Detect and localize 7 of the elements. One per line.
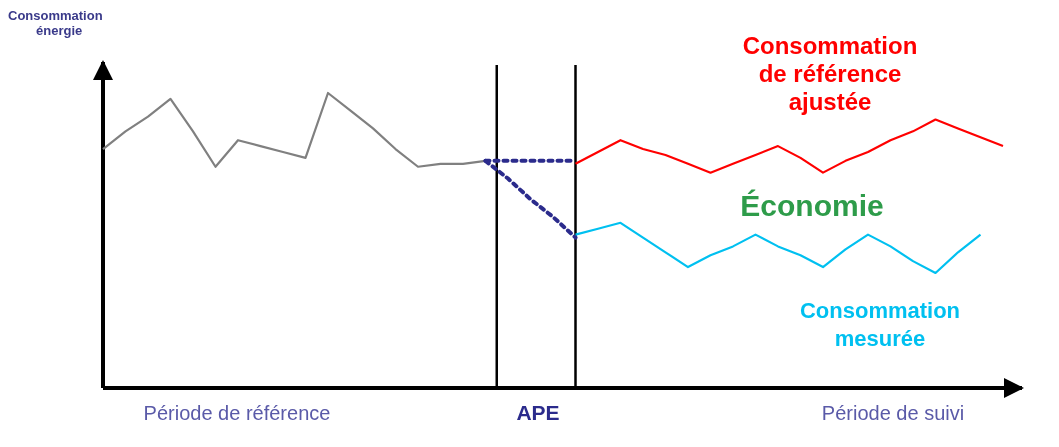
text: Période de suivi [821, 402, 965, 424]
text: Période de référence [143, 402, 331, 424]
text: APE [516, 401, 560, 424]
series-label: Consommation mesurée [799, 298, 961, 351]
annotation: Économie [740, 189, 884, 222]
series-label: Consommation de référence ajustée [742, 32, 918, 115]
y-axis-title: Consommation énergie [8, 8, 103, 38]
